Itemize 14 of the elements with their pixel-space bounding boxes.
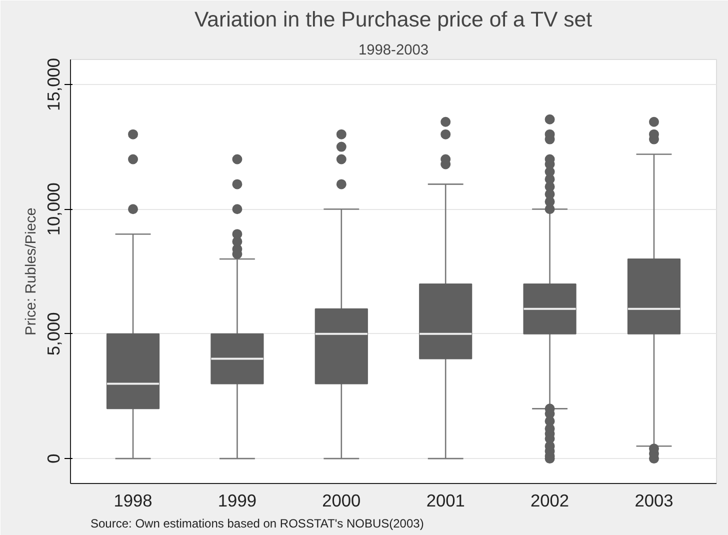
x-tick-label: 2000: [322, 490, 361, 510]
y-tick-label: 5,000: [44, 312, 64, 356]
y-tick-label: 0: [44, 454, 64, 464]
chart-subtitle: 1998-2003: [358, 42, 429, 58]
x-tick-label: 1999: [218, 490, 256, 510]
y-tick-label: 10,000: [44, 182, 64, 236]
x-tick-label: 2002: [530, 490, 570, 510]
x-tick-label: 1998: [114, 490, 152, 510]
x-tick-label: 2003: [634, 490, 674, 510]
x-tick-label: 2001: [426, 490, 465, 510]
y-axis-title: Price: Rubles/Piece: [24, 208, 40, 336]
source-note: Source: Own estimations based on ROSSTAT's NOBUS(2003): [90, 516, 424, 530]
chart-title: Variation in the Purchase price of a TV set: [194, 8, 592, 32]
y-tick-label: 15,000: [44, 58, 64, 111]
